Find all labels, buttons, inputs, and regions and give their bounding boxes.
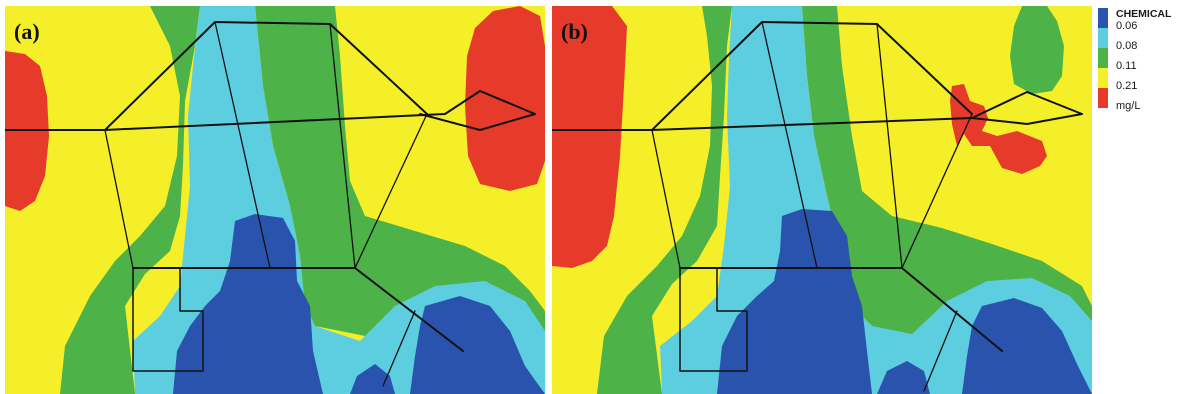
panel-label-b: (b) xyxy=(561,19,588,44)
legend-row-1: CHEMICAL xyxy=(1096,8,1176,28)
zone-green-upper-left xyxy=(597,6,732,394)
zone-green-upper-left xyxy=(60,6,200,394)
legend-swatch-3 xyxy=(1098,48,1108,68)
legend-swatch-2 xyxy=(1098,28,1108,48)
zone-blue-lower-left xyxy=(717,209,872,394)
zone-blue-bottom xyxy=(877,361,930,394)
contour-map-b: (b) xyxy=(552,6,1092,394)
legend-unit: mg/L xyxy=(1116,100,1141,112)
zone-blue-lower-left xyxy=(173,214,323,394)
concentration-map-b xyxy=(552,6,1092,394)
zone-red-right xyxy=(465,6,545,191)
zone-blue-bottom xyxy=(350,364,395,394)
legend-row-2: 0.06 xyxy=(1096,20,1176,48)
zone-blue-lower-right xyxy=(410,296,545,394)
legend-row-4: 0.11 xyxy=(1096,60,1176,88)
legend-row-5: 0.21 mg/L xyxy=(1096,80,1176,112)
legend-threshold-1: 0.06 xyxy=(1116,20,1138,32)
legend-threshold-2: 0.08 xyxy=(1116,40,1138,52)
network-lines-a xyxy=(5,21,536,387)
legend-swatch-4 xyxy=(1098,68,1108,88)
network-lines-b xyxy=(552,21,1083,392)
legend-swatch-5 xyxy=(1098,88,1108,108)
legend-threshold-4: 0.21 xyxy=(1116,80,1138,92)
contour-map-a: (a) xyxy=(5,6,545,394)
legend-title: CHEMICAL xyxy=(1116,8,1172,20)
legend-row-3: 0.08 xyxy=(1096,40,1176,68)
panel-label-a: (a) xyxy=(14,19,40,44)
zone-red-left xyxy=(552,6,627,268)
concentration-map-a xyxy=(5,6,545,394)
legend-threshold-3: 0.11 xyxy=(1116,60,1137,72)
zone-blue-lower-right xyxy=(962,298,1092,394)
legend-swatch-1 xyxy=(1098,8,1108,28)
zone-green-top-right xyxy=(1010,6,1064,94)
zone-red-right xyxy=(950,84,1047,174)
